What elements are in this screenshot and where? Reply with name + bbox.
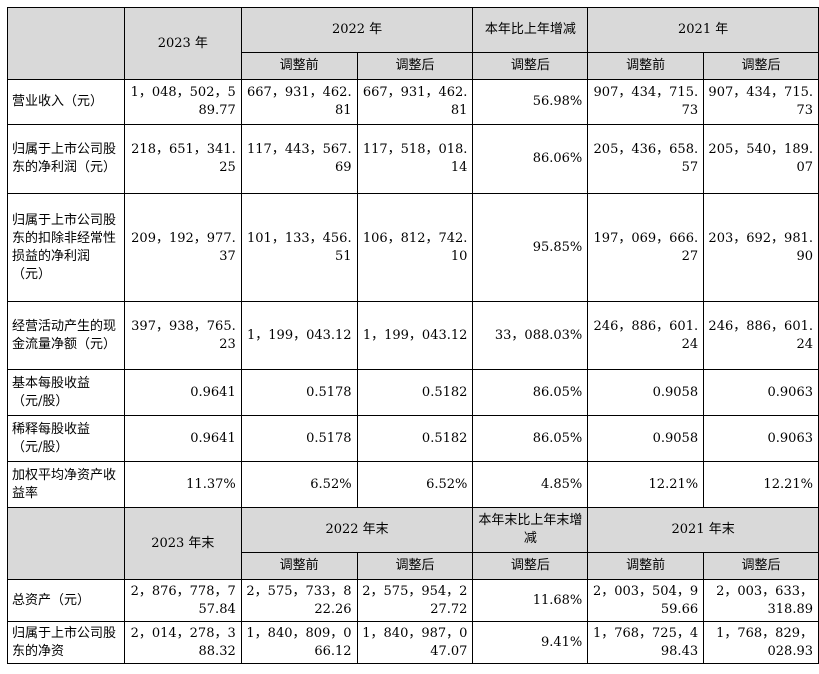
cell-2022-after: 2，575，954，227.72 [356, 579, 474, 622]
cell-2021-before: 0.9058 [587, 415, 705, 462]
row-label: 经营活动产生的现金流量净额（元） [7, 301, 125, 370]
cell-2021-after: 246，886，601.24 [703, 301, 819, 370]
cell-2022-after: 106，812，742.10 [356, 193, 474, 302]
cell-2022-before: 1，840，809，066.12 [240, 621, 358, 664]
cell-2022-after: 0.5182 [356, 415, 474, 462]
table-row: 基本每股收益（元/股） 0.9641 0.5178 0.5182 86.05% … [7, 369, 819, 416]
cell-2023: 209，192，977.37 [123, 193, 242, 302]
cell-2021-before: 205，436，658.57 [587, 124, 705, 194]
cell-change: 56.98% [472, 79, 589, 125]
row-label: 归属于上市公司股东的扣除非经常性损益的净利润（元） [7, 193, 125, 302]
row-label: 归属于上市公司股东的净利润（元） [7, 124, 125, 194]
table-row: 营业收入（元） 1，048，502，589.77 667，931，462.81 … [7, 79, 819, 125]
table-row: 总资产（元） 2，876，778，757.84 2，575，733，822.26… [7, 579, 819, 622]
cell-2021-after: 0.9063 [703, 415, 819, 462]
header-2023: 2023 年 [123, 7, 242, 80]
cell-change: 86.05% [472, 369, 589, 416]
cell-2021-after: 2，003，633，318.89 [703, 579, 819, 622]
table-row: 归属于上市公司股东的净资 2，014，278，388.32 1，840，809，… [7, 621, 819, 664]
cell-2022-before: 6.52% [240, 461, 358, 508]
cell-2023: 218，651，341.25 [123, 124, 242, 194]
cell-2022-before: 0.5178 [240, 415, 358, 462]
cell-change: 86.06% [472, 124, 589, 194]
cell-2021-after: 1，768，829，028.93 [703, 621, 819, 664]
table-row: 稀释每股收益（元/股） 0.9641 0.5178 0.5182 86.05% … [7, 415, 819, 462]
cell-2021-after: 205，540，189.07 [703, 124, 819, 194]
header-change: 本年比上年增减 [472, 7, 589, 53]
cell-2021-before: 246，886，601.24 [587, 301, 705, 370]
header-change-end: 本年末比上年末增减 [472, 507, 589, 553]
header-2021-end: 2021 年末 [587, 507, 819, 553]
row-label: 加权平均净资产收益率 [7, 461, 125, 508]
cell-2022-after: 667，931，462.81 [356, 79, 474, 125]
cell-2022-after: 0.5182 [356, 369, 474, 416]
table-row: 加权平均净资产收益率 11.37% 6.52% 6.52% 4.85% 12.2… [7, 461, 819, 508]
cell-2023: 2，014，278，388.32 [123, 621, 242, 664]
row-label: 归属于上市公司股东的净资 [7, 621, 125, 664]
header-blank [7, 507, 125, 580]
cell-2021-after: 203，692，981.90 [703, 193, 819, 302]
table-row: 归属于上市公司股东的净利润（元） 218，651，341.25 117，443，… [7, 124, 819, 194]
cell-change: 9.41% [472, 621, 589, 664]
header-2022: 2022 年 [240, 7, 474, 53]
cell-change: 33，088.03% [472, 301, 589, 370]
cell-2023: 11.37% [123, 461, 242, 508]
cell-2022-before: 0.5178 [240, 369, 358, 416]
header-2021-after: 调整后 [703, 52, 819, 80]
header-change-end-after: 调整后 [472, 552, 589, 580]
cell-2022-after: 6.52% [356, 461, 474, 508]
cell-2022-after: 1，840，987，047.07 [356, 621, 474, 664]
cell-2022-before: 667，931，462.81 [240, 79, 358, 125]
header-2023-end: 2023 年末 [123, 507, 242, 580]
row-label: 基本每股收益（元/股） [7, 369, 125, 416]
table-row: 归属于上市公司股东的扣除非经常性损益的净利润（元） 209，192，977.37… [7, 193, 819, 302]
cell-2021-before: 2，003，504，959.66 [587, 579, 705, 622]
cell-2022-before: 2，575，733，822.26 [240, 579, 358, 622]
cell-change: 95.85% [472, 193, 589, 302]
cell-2021-after: 12.21% [703, 461, 819, 508]
row-label: 营业收入（元） [7, 79, 125, 125]
table-row: 经营活动产生的现金流量净额（元） 397，938，765.23 1，199，04… [7, 301, 819, 370]
cell-2021-after: 907，434，715.73 [703, 79, 819, 125]
cell-2022-after: 117，518，018.14 [356, 124, 474, 194]
cell-2022-after: 1，199，043.12 [356, 301, 474, 370]
cell-change: 11.68% [472, 579, 589, 622]
header-2022-after: 调整后 [356, 52, 474, 80]
cell-2023: 0.9641 [123, 369, 242, 416]
header-2021-end-after: 调整后 [703, 552, 819, 580]
header-change-after: 调整后 [472, 52, 589, 80]
cell-change: 4.85% [472, 461, 589, 508]
row-label: 总资产（元） [7, 579, 125, 622]
cell-2021-before: 907，434，715.73 [587, 79, 705, 125]
cell-2021-before: 0.9058 [587, 369, 705, 416]
cell-change: 86.05% [472, 415, 589, 462]
header-2022-end-after: 调整后 [356, 552, 474, 580]
header-2022-end: 2022 年末 [240, 507, 474, 553]
header-2021: 2021 年 [587, 7, 819, 53]
financial-table: 2023 年 2022 年 本年比上年增减 2021 年 调整前 调整后 调整后… [7, 7, 819, 664]
header-2022-end-before: 调整前 [240, 552, 358, 580]
cell-2022-before: 1，199，043.12 [240, 301, 358, 370]
header-blank [7, 7, 125, 80]
cell-2023: 1，048，502，589.77 [123, 79, 242, 125]
cell-2022-before: 101，133，456.51 [240, 193, 358, 302]
cell-2022-before: 117，443，567.69 [240, 124, 358, 194]
cell-2021-before: 12.21% [587, 461, 705, 508]
cell-2021-after: 0.9063 [703, 369, 819, 416]
header-2021-end-before: 调整前 [587, 552, 705, 580]
cell-2023: 0.9641 [123, 415, 242, 462]
cell-2023: 397，938，765.23 [123, 301, 242, 370]
cell-2021-before: 1，768，725，498.43 [587, 621, 705, 664]
cell-2023: 2，876，778，757.84 [123, 579, 242, 622]
cell-2021-before: 197，069，666.27 [587, 193, 705, 302]
row-label: 稀释每股收益（元/股） [7, 415, 125, 462]
header-2022-before: 调整前 [240, 52, 358, 80]
header-2021-before: 调整前 [587, 52, 705, 80]
